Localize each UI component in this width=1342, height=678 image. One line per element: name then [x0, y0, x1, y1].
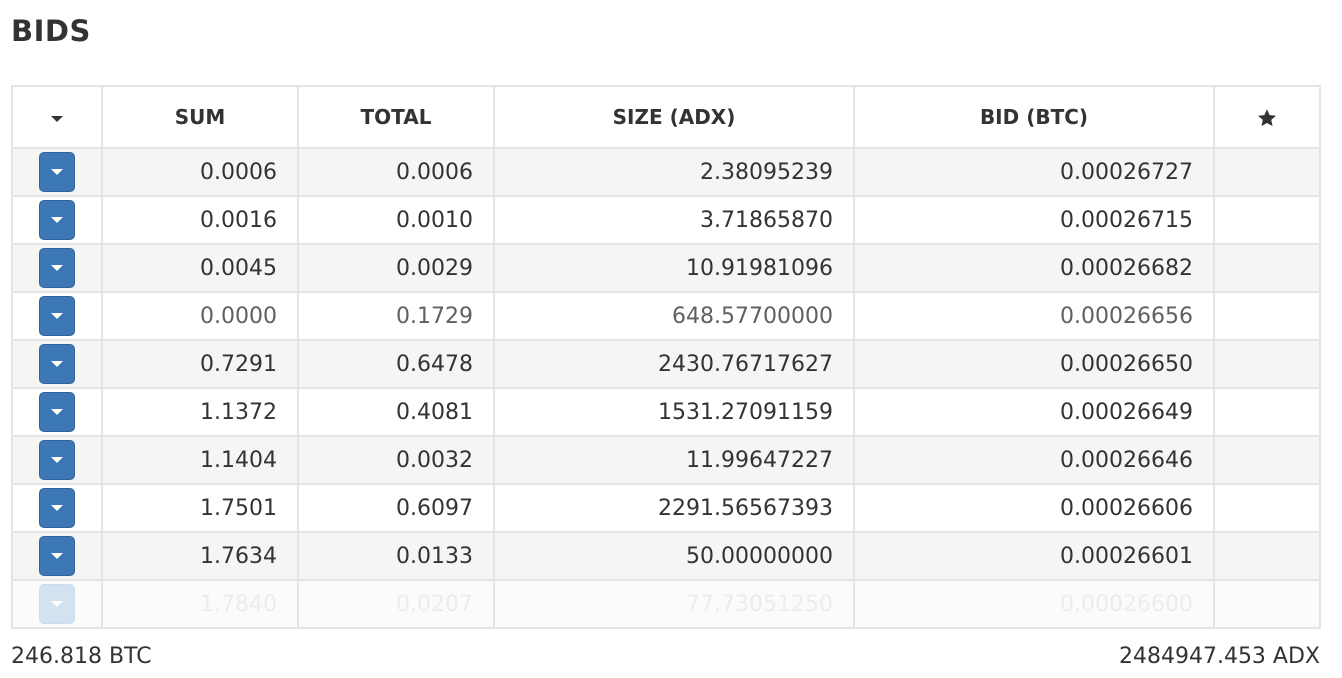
cell-sum: 1.7840: [101, 579, 299, 629]
cell-size: 648.57700000: [493, 291, 855, 341]
cell-bid: 0.00026682: [853, 243, 1215, 293]
row-action-button[interactable]: [39, 344, 75, 384]
table-row[interactable]: 0.7291 0.6478 2430.76717627 0.00026650: [11, 339, 1321, 389]
cell-favorite[interactable]: [1213, 195, 1321, 245]
cell-total: 0.0010: [297, 195, 495, 245]
cell-sum: 0.0006: [101, 147, 299, 197]
table-row[interactable]: 0.0045 0.0029 10.91981096 0.00026682: [11, 243, 1321, 293]
column-header-sum[interactable]: SUM: [101, 85, 299, 149]
sort-toggle-header[interactable]: [11, 85, 103, 149]
table-row[interactable]: 1.7634 0.0133 50.00000000 0.00026601: [11, 531, 1321, 581]
adx-total: 2484947.453 ADX: [1118, 644, 1320, 669]
cell-favorite[interactable]: [1213, 339, 1321, 389]
cell-total: 0.4081: [297, 387, 495, 437]
cell-bid: 0.00026649: [853, 387, 1215, 437]
table-row[interactable]: 1.7501 0.6097 2291.56567393 0.00026606: [11, 483, 1321, 533]
cell-sum: 0.0000: [101, 291, 299, 341]
table-row[interactable]: 1.1372 0.4081 1531.27091159 0.00026649: [11, 387, 1321, 437]
chevron-down-icon: [51, 505, 63, 511]
cell-bid: 0.00026606: [853, 483, 1215, 533]
page-title: BIDS: [11, 14, 91, 48]
column-header-size[interactable]: SIZE (ADX): [493, 85, 855, 149]
table-body: 0.0006 0.0006 2.38095239 0.00026727 0.00…: [11, 147, 1321, 629]
cell-bid: 0.00026650: [853, 339, 1215, 389]
cell-bid: 0.00026646: [853, 435, 1215, 485]
row-action-button[interactable]: [39, 440, 75, 480]
chevron-down-icon: [51, 601, 63, 607]
btc-total: 246.818 BTC: [11, 644, 152, 669]
cell-bid: 0.00026656: [853, 291, 1215, 341]
star-icon[interactable]: [1256, 107, 1278, 129]
row-action-button[interactable]: [39, 584, 75, 624]
row-action-button[interactable]: [39, 392, 75, 432]
cell-bid: 0.00026727: [853, 147, 1215, 197]
cell-total: 0.0006: [297, 147, 495, 197]
cell-total: 0.0029: [297, 243, 495, 293]
chevron-down-icon: [51, 457, 63, 463]
table-row[interactable]: 0.0016 0.0010 3.71865870 0.00026715: [11, 195, 1321, 245]
cell-bid: 0.00026715: [853, 195, 1215, 245]
chevron-down-icon: [51, 265, 63, 271]
cell-favorite[interactable]: [1213, 387, 1321, 437]
cell-size: 1531.27091159: [493, 387, 855, 437]
cell-total: 0.6097: [297, 483, 495, 533]
cell-sum: 0.0045: [101, 243, 299, 293]
chevron-down-icon: [51, 217, 63, 223]
cell-sum: 1.1404: [101, 435, 299, 485]
row-action-button[interactable]: [39, 152, 75, 192]
cell-sum: 0.0016: [101, 195, 299, 245]
cell-favorite[interactable]: [1213, 579, 1321, 629]
cell-size: 77.73051250: [493, 579, 855, 629]
table-row[interactable]: 1.7840 0.0207 77.73051250 0.00026600: [11, 579, 1321, 629]
chevron-down-icon: [51, 409, 63, 415]
cell-size: 2.38095239: [493, 147, 855, 197]
caret-down-icon[interactable]: [51, 115, 63, 122]
cell-size: 3.71865870: [493, 195, 855, 245]
cell-bid: 0.00026600: [853, 579, 1215, 629]
cell-size: 2430.76717627: [493, 339, 855, 389]
row-action-button[interactable]: [39, 536, 75, 576]
cell-size: 2291.56567393: [493, 483, 855, 533]
cell-total: 0.0207: [297, 579, 495, 629]
column-header-total[interactable]: TOTAL: [297, 85, 495, 149]
cell-total: 0.0133: [297, 531, 495, 581]
cell-size: 50.00000000: [493, 531, 855, 581]
cell-total: 0.6478: [297, 339, 495, 389]
row-action-button[interactable]: [39, 296, 75, 336]
cell-size: 10.91981096: [493, 243, 855, 293]
row-action-button[interactable]: [39, 248, 75, 288]
chevron-down-icon: [51, 313, 63, 319]
cell-favorite[interactable]: [1213, 243, 1321, 293]
chevron-down-icon: [51, 361, 63, 367]
chevron-down-icon: [51, 553, 63, 559]
cell-bid: 0.00026601: [853, 531, 1215, 581]
table-row[interactable]: 0.0000 0.1729 648.57700000 0.00026656: [11, 291, 1321, 341]
row-action-button[interactable]: [39, 200, 75, 240]
chevron-down-icon: [51, 169, 63, 175]
table-row[interactable]: 1.1404 0.0032 11.99647227 0.00026646: [11, 435, 1321, 485]
cell-sum: 1.7634: [101, 531, 299, 581]
favorite-header[interactable]: [1213, 85, 1321, 149]
cell-sum: 0.7291: [101, 339, 299, 389]
cell-total: 0.1729: [297, 291, 495, 341]
table-row[interactable]: 0.0006 0.0006 2.38095239 0.00026727: [11, 147, 1321, 197]
cell-favorite[interactable]: [1213, 435, 1321, 485]
cell-sum: 1.7501: [101, 483, 299, 533]
row-action-button[interactable]: [39, 488, 75, 528]
column-header-bid[interactable]: BID (BTC): [853, 85, 1215, 149]
cell-favorite[interactable]: [1213, 483, 1321, 533]
cell-size: 11.99647227: [493, 435, 855, 485]
cell-sum: 1.1372: [101, 387, 299, 437]
cell-favorite[interactable]: [1213, 291, 1321, 341]
table-header: SUM TOTAL SIZE (ADX) BID (BTC): [11, 85, 1321, 149]
cell-favorite[interactable]: [1213, 147, 1321, 197]
cell-total: 0.0032: [297, 435, 495, 485]
bids-table: SUM TOTAL SIZE (ADX) BID (BTC) 0.0006 0.…: [11, 85, 1321, 629]
cell-favorite[interactable]: [1213, 531, 1321, 581]
